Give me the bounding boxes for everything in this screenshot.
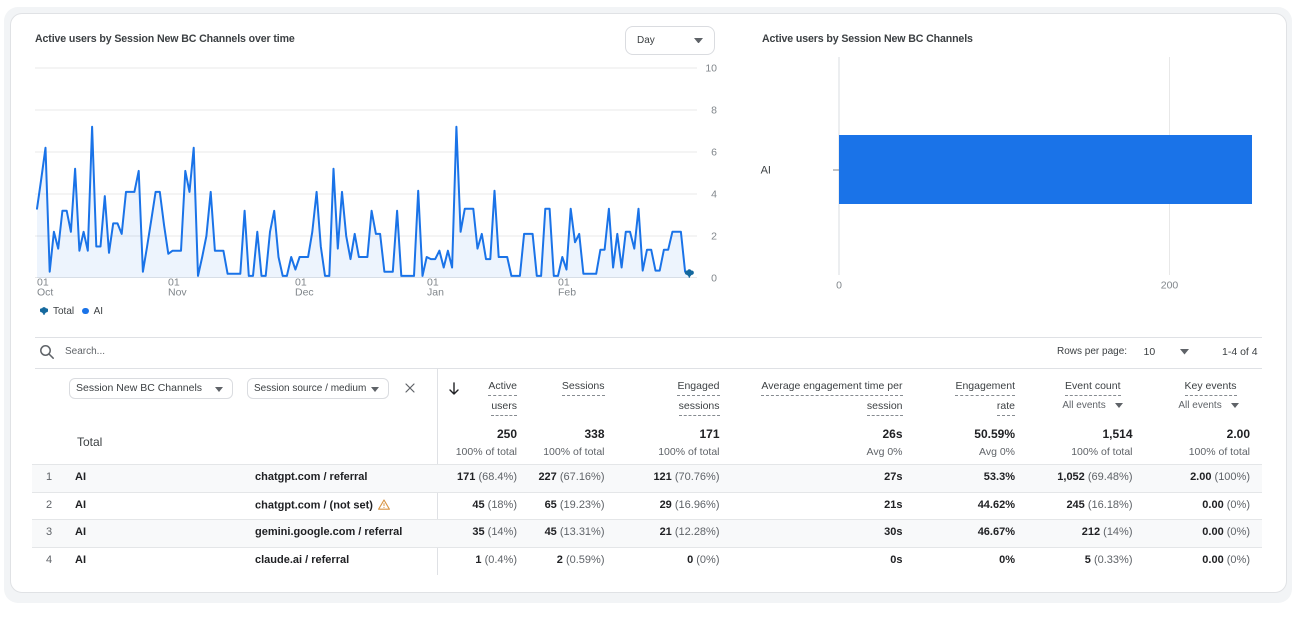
- svg-text:2: 2: [711, 231, 717, 243]
- svg-text:4: 4: [711, 189, 717, 201]
- svg-text:0: 0: [711, 273, 717, 285]
- svg-text:Feb: Feb: [558, 287, 576, 299]
- svg-text:6: 6: [711, 147, 717, 159]
- svg-text:01: 01: [37, 277, 49, 289]
- svg-text:Dec: Dec: [295, 287, 314, 299]
- svg-text:01: 01: [558, 277, 570, 289]
- svg-text:01: 01: [168, 277, 180, 289]
- svg-text:Oct: Oct: [37, 287, 53, 299]
- svg-text:Nov: Nov: [168, 287, 187, 299]
- svg-text:01: 01: [427, 277, 439, 289]
- svg-text:AI: AI: [761, 165, 771, 177]
- svg-text:10: 10: [705, 63, 717, 75]
- svg-text:8: 8: [711, 105, 717, 117]
- svg-text:01: 01: [295, 277, 307, 289]
- svg-text:0: 0: [836, 280, 842, 292]
- svg-text:Jan: Jan: [427, 287, 444, 299]
- svg-text:200: 200: [1161, 280, 1179, 292]
